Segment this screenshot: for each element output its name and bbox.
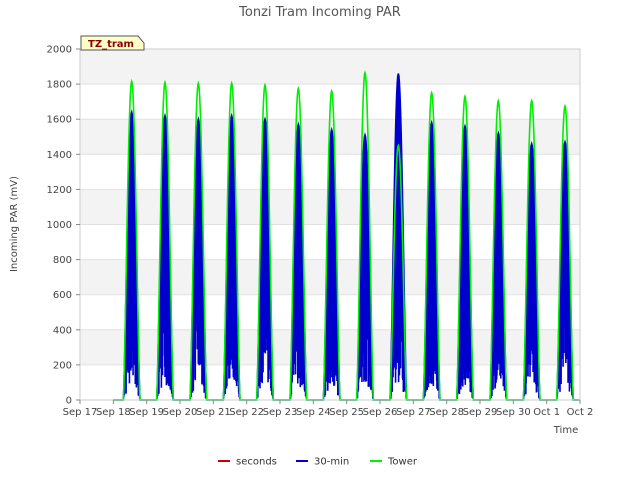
x-tick-label: Sep 28 xyxy=(429,407,464,418)
x-tick-label: Sep 23 xyxy=(263,407,298,418)
station-badge-label: TZ_tram xyxy=(88,39,134,50)
x-tick-label: Oct 2 xyxy=(567,407,594,418)
y-axis: 0 200 400 600 800 1000 1200 1400 1600 1800 2000 xyxy=(47,45,80,407)
x-tick-label: Sep 26 xyxy=(363,407,398,418)
y-tick-label: 2000 xyxy=(47,45,72,56)
legend-label: 30-min xyxy=(314,457,349,468)
x-tick-label: Sep 18 xyxy=(96,407,131,418)
y-tick-label: 600 xyxy=(53,290,72,301)
x-axis-label: Time xyxy=(553,425,578,436)
y-tick-label: 1000 xyxy=(47,220,72,231)
y-tick-label: 200 xyxy=(53,360,72,371)
x-tick-label: Sep 30 xyxy=(496,407,531,418)
y-axis-label: Incoming PAR (mV) xyxy=(9,176,20,272)
y-tick-label: 1200 xyxy=(47,185,72,196)
legend-label: Tower xyxy=(387,457,418,468)
x-tick-label: Sep 27 xyxy=(396,407,431,418)
x-tick-label: Sep 19 xyxy=(129,407,164,418)
y-tick-label: 1800 xyxy=(47,80,72,91)
legend-item-tower: Tower xyxy=(370,457,418,468)
y-tick-label: 800 xyxy=(53,255,72,266)
x-tick-label: Sep 29 xyxy=(463,407,498,418)
legend-item-seconds: seconds xyxy=(218,457,277,468)
station-badge: TZ_tram xyxy=(80,35,145,51)
x-tick-label: Oct 1 xyxy=(533,407,560,418)
y-tick-label: 1600 xyxy=(47,115,72,126)
x-tick-label: Sep 24 xyxy=(296,407,331,418)
x-tick-label: Sep 17 xyxy=(63,407,98,418)
grid-band xyxy=(80,49,580,85)
x-tick-label: Sep 21 xyxy=(196,407,231,418)
x-tick-label: Sep 25 xyxy=(329,407,364,418)
x-tick-label: Sep 22 xyxy=(229,407,264,418)
chart-title: Tonzi Tram Incoming PAR xyxy=(238,5,401,20)
y-tick-label: 1400 xyxy=(47,150,72,161)
x-tick-label: Sep 20 xyxy=(163,407,198,418)
legend-label: seconds xyxy=(236,457,277,468)
legend: seconds 30-min Tower xyxy=(218,457,418,468)
y-tick-label: 400 xyxy=(53,325,72,336)
y-tick-label: 0 xyxy=(66,396,72,407)
legend-item-30-min: 30-min xyxy=(296,457,349,468)
